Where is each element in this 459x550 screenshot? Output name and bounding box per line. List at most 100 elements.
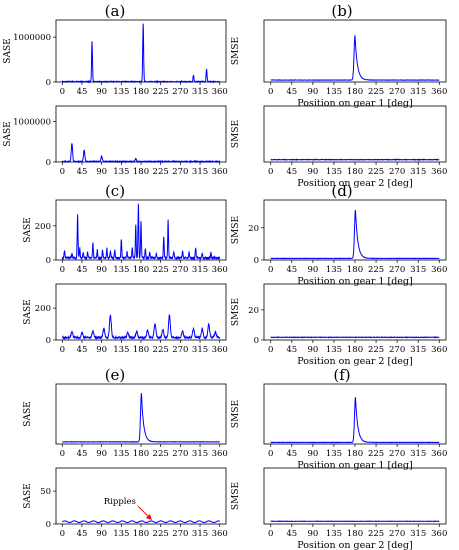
axes-frame-b-top (55, 105, 227, 163)
x-tick-label-e-bottom: 90 (307, 449, 318, 459)
x-tick-label-f-top: 360 (212, 529, 228, 539)
axes-frame-c-bottom (263, 199, 447, 261)
x-tick-label-a-top: 270 (172, 87, 188, 97)
x-tick-label-b-top: 45 (77, 167, 88, 177)
x-tick-label-e-bottom: 0 (268, 449, 273, 459)
x-tick-label-f-bottom: 180 (347, 529, 363, 539)
x-tick-label-a-bottom: 45 (286, 87, 297, 97)
x-tick-label-d-bottom: 135 (326, 345, 342, 355)
y-tick-label-c-top: 0 (46, 256, 51, 266)
x-tick-label-a-top: 0 (60, 87, 65, 97)
series-line-c-bottom (270, 209, 440, 260)
x-tick-label-d-bottom: 270 (389, 345, 405, 355)
x-axis-label-c-bottom: Position on gear 1 [deg] (297, 276, 412, 287)
panel-label-b: (b) (331, 2, 353, 20)
x-tick-label-c-bottom: 315 (410, 265, 426, 275)
x-tick-label-c-bottom: 45 (286, 265, 297, 275)
x-tick-label-c-top: 0 (60, 265, 65, 275)
y-axis-label-b-bottom: SMSE (231, 120, 241, 148)
x-tick-label-f-bottom: 45 (286, 529, 297, 539)
x-tick-label-a-top: 315 (192, 87, 208, 97)
x-tick-label-a-top: 45 (77, 87, 88, 97)
x-tick-label-b-bottom: 180 (347, 167, 363, 177)
x-tick-label-c-top: 360 (212, 265, 228, 275)
x-tick-label-c-top: 180 (133, 265, 149, 275)
axes-frame-d-bottom (263, 283, 447, 341)
x-tick-label-f-bottom: 90 (307, 529, 318, 539)
x-tick-label-c-top: 225 (153, 265, 169, 275)
x-axis-label-b-bottom: Position on gear 2 [deg] (297, 178, 412, 189)
x-tick-label-f-top: 180 (133, 529, 149, 539)
panel-label-d: (d) (331, 182, 353, 200)
x-tick-label-b-bottom: 225 (368, 167, 384, 177)
y-tick-label-d-bottom: 20 (248, 306, 259, 316)
x-tick-label-d-top: 360 (212, 345, 228, 355)
x-tick-label-b-bottom: 0 (268, 167, 273, 177)
x-tick-label-e-bottom: 180 (347, 449, 363, 459)
x-tick-label-b-top: 315 (192, 167, 208, 177)
y-axis-label-b-top: SASE (3, 121, 13, 146)
x-tick-label-c-bottom: 270 (389, 265, 405, 275)
x-tick-label-d-bottom: 90 (307, 345, 318, 355)
x-tick-label-e-top: 45 (77, 449, 88, 459)
x-tick-label-f-top: 225 (153, 529, 169, 539)
x-tick-label-e-bottom: 135 (326, 449, 342, 459)
y-tick-label-d-top: 200 (35, 304, 51, 314)
x-tick-label-a-top: 90 (96, 87, 107, 97)
series-line-d-top (62, 313, 221, 341)
x-tick-label-e-bottom: 315 (410, 449, 426, 459)
x-axis-label-a-bottom: Position on gear 1 [deg] (297, 98, 412, 109)
y-axis-label-a-bottom: SMSE (231, 37, 241, 65)
y-axis-label-e-bottom: SMSE (231, 400, 241, 428)
x-tick-label-b-bottom: 45 (286, 167, 297, 177)
x-tick-label-a-bottom: 270 (389, 87, 405, 97)
x-tick-label-b-top: 360 (212, 167, 228, 177)
x-tick-label-e-top: 0 (60, 449, 65, 459)
y-axis-label-a-top: SASE (3, 38, 13, 63)
x-tick-label-f-bottom: 270 (389, 529, 405, 539)
annotation-arrowhead-f-top (145, 514, 152, 521)
x-tick-label-c-bottom: 360 (431, 265, 447, 275)
axes-frame-f-top (55, 467, 227, 525)
annotation-label-f-top: Ripples (104, 497, 136, 507)
y-tick-label-b-top: 1000000 (13, 118, 51, 128)
y-tick-label-b-top: 0 (46, 158, 51, 168)
x-tick-label-b-top: 270 (172, 167, 188, 177)
panel-label-a: (a) (104, 2, 126, 20)
x-tick-label-f-top: 270 (172, 529, 188, 539)
x-tick-label-b-bottom: 90 (307, 167, 318, 177)
x-tick-label-f-top: 45 (77, 529, 88, 539)
x-tick-label-b-top: 90 (96, 167, 107, 177)
y-tick-label-c-top: 200 (35, 222, 51, 232)
x-tick-label-f-bottom: 0 (268, 529, 273, 539)
x-tick-label-d-top: 225 (153, 345, 169, 355)
y-tick-label-c-bottom: 20 (248, 224, 259, 234)
x-tick-label-a-top: 135 (113, 87, 129, 97)
x-tick-label-c-top: 135 (113, 265, 129, 275)
x-tick-label-a-bottom: 180 (347, 87, 363, 97)
x-tick-label-c-top: 270 (172, 265, 188, 275)
y-axis-label-c-top: SASE (23, 217, 33, 242)
x-tick-label-d-top: 45 (77, 345, 88, 355)
axes-frame-a-bottom (263, 19, 447, 83)
axes-frame-a-top (55, 19, 227, 83)
x-tick-label-e-top: 225 (153, 449, 169, 459)
x-tick-label-c-bottom: 180 (347, 265, 363, 275)
x-tick-label-a-top: 360 (212, 87, 228, 97)
x-tick-label-a-top: 180 (133, 87, 149, 97)
panel-label-f: (f) (333, 366, 351, 384)
x-tick-label-a-bottom: 135 (326, 87, 342, 97)
y-tick-label-a-top: 0 (46, 78, 51, 88)
y-axis-label-f-top: SASE (23, 483, 33, 508)
x-tick-label-c-top: 45 (77, 265, 88, 275)
x-tick-label-d-top: 180 (133, 345, 149, 355)
x-tick-label-e-bottom: 45 (286, 449, 297, 459)
series-line-b-top (61, 143, 221, 164)
panel-label-e: (e) (104, 366, 126, 384)
x-tick-label-d-bottom: 180 (347, 345, 363, 355)
x-tick-label-d-bottom: 360 (431, 345, 447, 355)
x-tick-label-d-top: 90 (96, 345, 107, 355)
x-tick-label-a-bottom: 0 (268, 87, 273, 97)
x-tick-label-f-bottom: 315 (410, 529, 426, 539)
